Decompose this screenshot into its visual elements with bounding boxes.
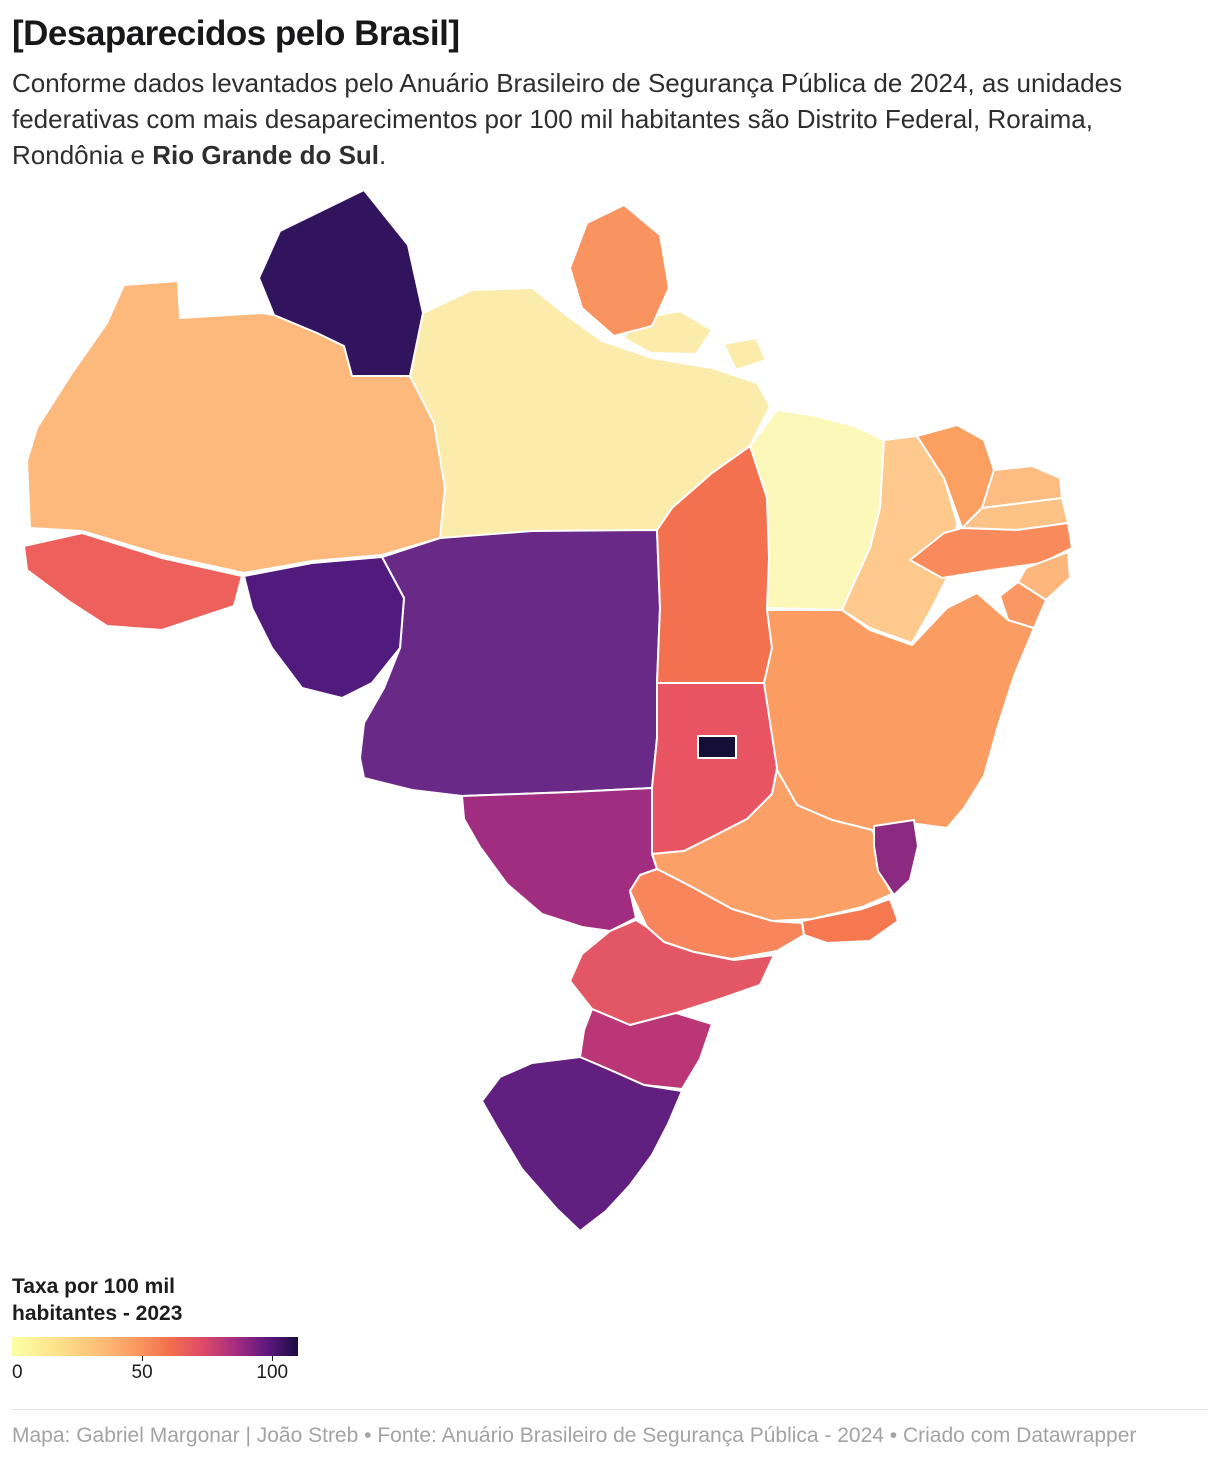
legend-label-100: 100 bbox=[256, 1362, 289, 1384]
description-highlight: Rio Grande do Sul bbox=[152, 139, 380, 170]
state-roraima[interactable] bbox=[258, 188, 424, 377]
description-period: . bbox=[379, 139, 387, 170]
map-legend: Taxa por 100 mil habitantes - 2023 0 50 … bbox=[12, 1273, 1208, 1387]
state-sergipe[interactable] bbox=[999, 580, 1047, 629]
state-alagoas[interactable] bbox=[1017, 550, 1071, 601]
attribution-footer: Mapa: Gabriel Margonar | João Streb • Fo… bbox=[12, 1409, 1208, 1448]
state-acre[interactable] bbox=[23, 531, 243, 631]
state-rio-grande-do-sul[interactable] bbox=[481, 1055, 683, 1232]
state-para-island-small[interactable] bbox=[723, 336, 767, 371]
legend-title-line1: Taxa por 100 mil bbox=[12, 1274, 176, 1298]
brazil-map-svg bbox=[23, 188, 1073, 1232]
state-amapa[interactable] bbox=[569, 203, 670, 337]
page-title: [Desaparecidos pelo Brasil] bbox=[12, 14, 460, 53]
chart-header: [Desaparecidos pelo Brasil] Conforme dad… bbox=[12, 14, 1208, 174]
state-rio-de-janeiro[interactable] bbox=[801, 897, 899, 944]
legend-label-0: 0 bbox=[12, 1362, 23, 1384]
state-espirito-santo[interactable] bbox=[873, 818, 919, 896]
description-text: Conforme dados levantados pelo Anuário B… bbox=[12, 68, 1123, 170]
brazil-choropleth-map bbox=[12, 178, 1208, 1263]
legend-tick-100 bbox=[272, 1356, 274, 1362]
state-pernambuco[interactable] bbox=[909, 521, 1073, 579]
color-scale-bar bbox=[12, 1337, 298, 1357]
state-distrito-federal[interactable] bbox=[697, 734, 737, 759]
legend-title-line2: habitantes - 2023 bbox=[12, 1301, 183, 1325]
legend-label-50: 50 bbox=[131, 1362, 153, 1384]
state-mato-grosso[interactable] bbox=[359, 528, 661, 797]
chart-description: Conforme dados levantados pelo Anuário B… bbox=[12, 66, 1208, 174]
attribution-text: Mapa: Gabriel Margonar | João Streb • Fo… bbox=[12, 1424, 1137, 1447]
state-rondonia[interactable] bbox=[243, 555, 405, 699]
state-parana[interactable] bbox=[569, 918, 775, 1026]
legend-title: Taxa por 100 mil habitantes - 2023 bbox=[12, 1273, 1208, 1328]
color-scale bbox=[12, 1337, 298, 1362]
state-santa-catarina[interactable] bbox=[579, 1007, 713, 1090]
state-sao-paulo[interactable] bbox=[629, 867, 805, 960]
legend-tick-50 bbox=[142, 1356, 144, 1362]
state-mato-grosso-do-sul[interactable] bbox=[461, 786, 658, 932]
legend-tick-labels: 0 50 100 bbox=[12, 1362, 298, 1386]
